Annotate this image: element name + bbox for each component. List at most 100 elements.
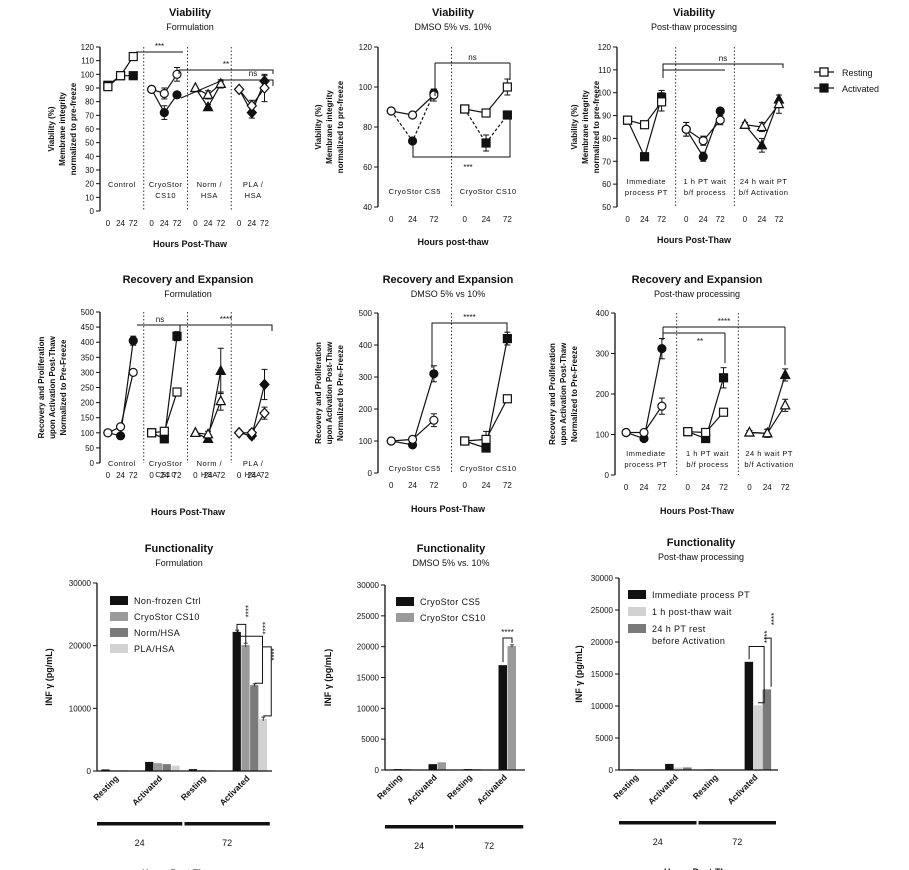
rec-dmso-x-tick-label: 24 — [482, 481, 491, 490]
rec-pt-y-tick-label: 100 — [596, 431, 610, 440]
fun-dmso-y-tick-label: 20000 — [357, 643, 380, 652]
rec-form-resting-point — [159, 426, 169, 436]
fun-pt-sig2-bracket — [764, 637, 772, 687]
fun-form-legend-swatch — [110, 628, 128, 637]
fun-pt-bar — [674, 767, 683, 770]
via-dmso-resting-point — [502, 82, 512, 92]
via-pt-y-tick-label: 110 — [598, 66, 611, 75]
fun-pt-bar — [665, 763, 674, 770]
fun-pt-x-tick-label: Resting — [611, 772, 640, 801]
fun-pt-y-tick-label: 0 — [609, 766, 614, 775]
rec-form-y-tick-label: 400 — [81, 338, 95, 347]
via-dmso-x-label: Hours post-thaw — [418, 237, 490, 247]
via-pt-x-tick-label: 72 — [716, 215, 725, 224]
fun-form-sig1-bracket — [236, 623, 247, 644]
via-form-sig1-label: *** — [155, 42, 164, 51]
rec-pt-activated-point — [718, 373, 729, 383]
via-form-x-tick-label: 0 — [237, 219, 242, 228]
fun-dmso-y-tick-label: 5000 — [361, 735, 379, 744]
via-form-y-tick-label: 80 — [85, 98, 94, 107]
via-form-activated-point — [172, 90, 182, 100]
rec-pt-activated-line — [625, 348, 663, 440]
via-pt-x-tick-label: 0 — [743, 215, 748, 224]
fun-dmso-title: Functionality — [417, 543, 486, 555]
via-form-resting-point — [147, 84, 157, 94]
rec-dmso-y-label: Normalized to Pre-Freeze — [336, 344, 345, 441]
via-pt-y-label: Membrane integrity — [581, 90, 590, 164]
via-form-sig3-label: ns — [249, 69, 257, 78]
fun-pt-legend-label: Immediate process PT — [652, 590, 750, 600]
via-form-x-tick-label: 72 — [173, 219, 182, 228]
fun-dmso-y-tick-label: 0 — [375, 766, 380, 775]
via-pt-group-label: b/f process — [684, 188, 726, 197]
rec-dmso-y-label: upon Activation Post-Thaw — [325, 341, 334, 445]
via-dmso-y-tick-label: 80 — [363, 123, 372, 132]
rec-form-sig1-label: ns — [156, 315, 164, 324]
via-form-y-tick-label: 110 — [81, 57, 94, 66]
via-form-group-label: PLA / — [243, 180, 264, 189]
fun-pt-y-tick-label: 15000 — [591, 670, 614, 679]
fun-dmso-y-tick-label: 30000 — [357, 581, 380, 590]
rec-form-activated-point — [115, 431, 126, 441]
rec-form-x-tick-label: 24 — [247, 471, 256, 480]
fun-form-sig3-label: **** — [270, 648, 279, 660]
rec-form-resting-point — [233, 426, 245, 439]
via-form-x-tick-label: 24 — [116, 219, 125, 228]
via-dmso-resting-point — [386, 106, 396, 116]
via-dmso-x-tick-label: 72 — [429, 215, 438, 224]
via-form-y-tick-label: 60 — [85, 125, 94, 134]
via-dmso-resting-point — [429, 90, 439, 100]
via-form-resting-point — [246, 99, 258, 112]
fun-pt-y-tick-label: 30000 — [591, 574, 614, 583]
fun-dmso-x-tick-label: Resting — [375, 772, 404, 801]
via-form-y-tick-label: 70 — [85, 111, 94, 120]
via-pt-resting-point — [773, 97, 785, 109]
rec-pt-x-tick-label: 72 — [781, 483, 790, 492]
fun-form-timepoint-bar — [184, 822, 270, 826]
fun-form-y-tick-label: 30000 — [69, 579, 92, 588]
rec-pt-x-tick-label: 24 — [701, 483, 710, 492]
rec-form-x-tick-label: 24 — [160, 471, 169, 480]
fun-pt-y-label: INF γ (pg/mL) — [574, 645, 584, 703]
rec-form-resting-line — [151, 391, 178, 434]
via-form-x-tick-label: 24 — [160, 219, 169, 228]
rec-form-x-label: Hours Post-Thaw — [151, 507, 226, 517]
via-form-group-label: CS10 — [155, 191, 176, 200]
via-pt-y-label: Viability (%) — [570, 104, 579, 150]
rec-form-y-tick-label: 200 — [81, 399, 95, 408]
via-dmso-sig1-label: ns — [468, 53, 476, 62]
rec-pt-sig1-label: ** — [697, 337, 703, 346]
fun-pt-y-tick-label: 10000 — [591, 702, 614, 711]
fun-form-title: Functionality — [145, 543, 214, 555]
rec-dmso-activated-line — [391, 373, 435, 446]
via-form-group-label: HSA — [201, 191, 218, 200]
fun-form-bar — [258, 718, 268, 771]
via-form-resting-point — [159, 88, 169, 99]
via-pt-y-tick-label: 80 — [602, 134, 611, 143]
via-form-subtitle: Formulation — [166, 22, 214, 32]
fun-pt-x-label: Hours Post-Thaw — [664, 867, 739, 870]
fun-dmso-timepoint-label: 24 — [414, 841, 424, 851]
rec-form-group-label: CryoStor — [149, 459, 183, 468]
rec-dmso-x-tick-label: 0 — [463, 481, 468, 490]
fun-form-sig1-label: **** — [245, 605, 254, 617]
fun-pt-sig1-bracket — [748, 645, 765, 704]
via-form-resting-point — [233, 83, 245, 96]
rec-form-subtitle: Formulation — [164, 289, 212, 299]
via-form-y-tick-label: 0 — [90, 207, 95, 216]
rec-pt-y-tick-label: 0 — [605, 471, 610, 480]
via-dmso-x-tick-label: 0 — [389, 215, 394, 224]
rec-form-activated-point — [159, 434, 169, 444]
via-pt-group-label: b/f Activation — [739, 188, 789, 197]
rec-dmso-group-label: CryoStor CS5 — [389, 464, 441, 473]
fun-dmso-sig1-label: **** — [501, 628, 513, 637]
rec-pt-y-label: Normalized to Pre-Freeze — [570, 345, 579, 442]
rec-dmso-activated-point — [429, 369, 439, 379]
rec-form-y-tick-label: 300 — [81, 368, 95, 377]
via-form-x-tick-label: 0 — [106, 219, 111, 228]
rec-form-x-tick-label: 24 — [204, 471, 213, 480]
fun-form-legend-label: PLA/HSA — [134, 644, 175, 654]
via-form-x-tick-label: 0 — [149, 219, 154, 228]
rec-form-activated-point — [215, 364, 227, 375]
